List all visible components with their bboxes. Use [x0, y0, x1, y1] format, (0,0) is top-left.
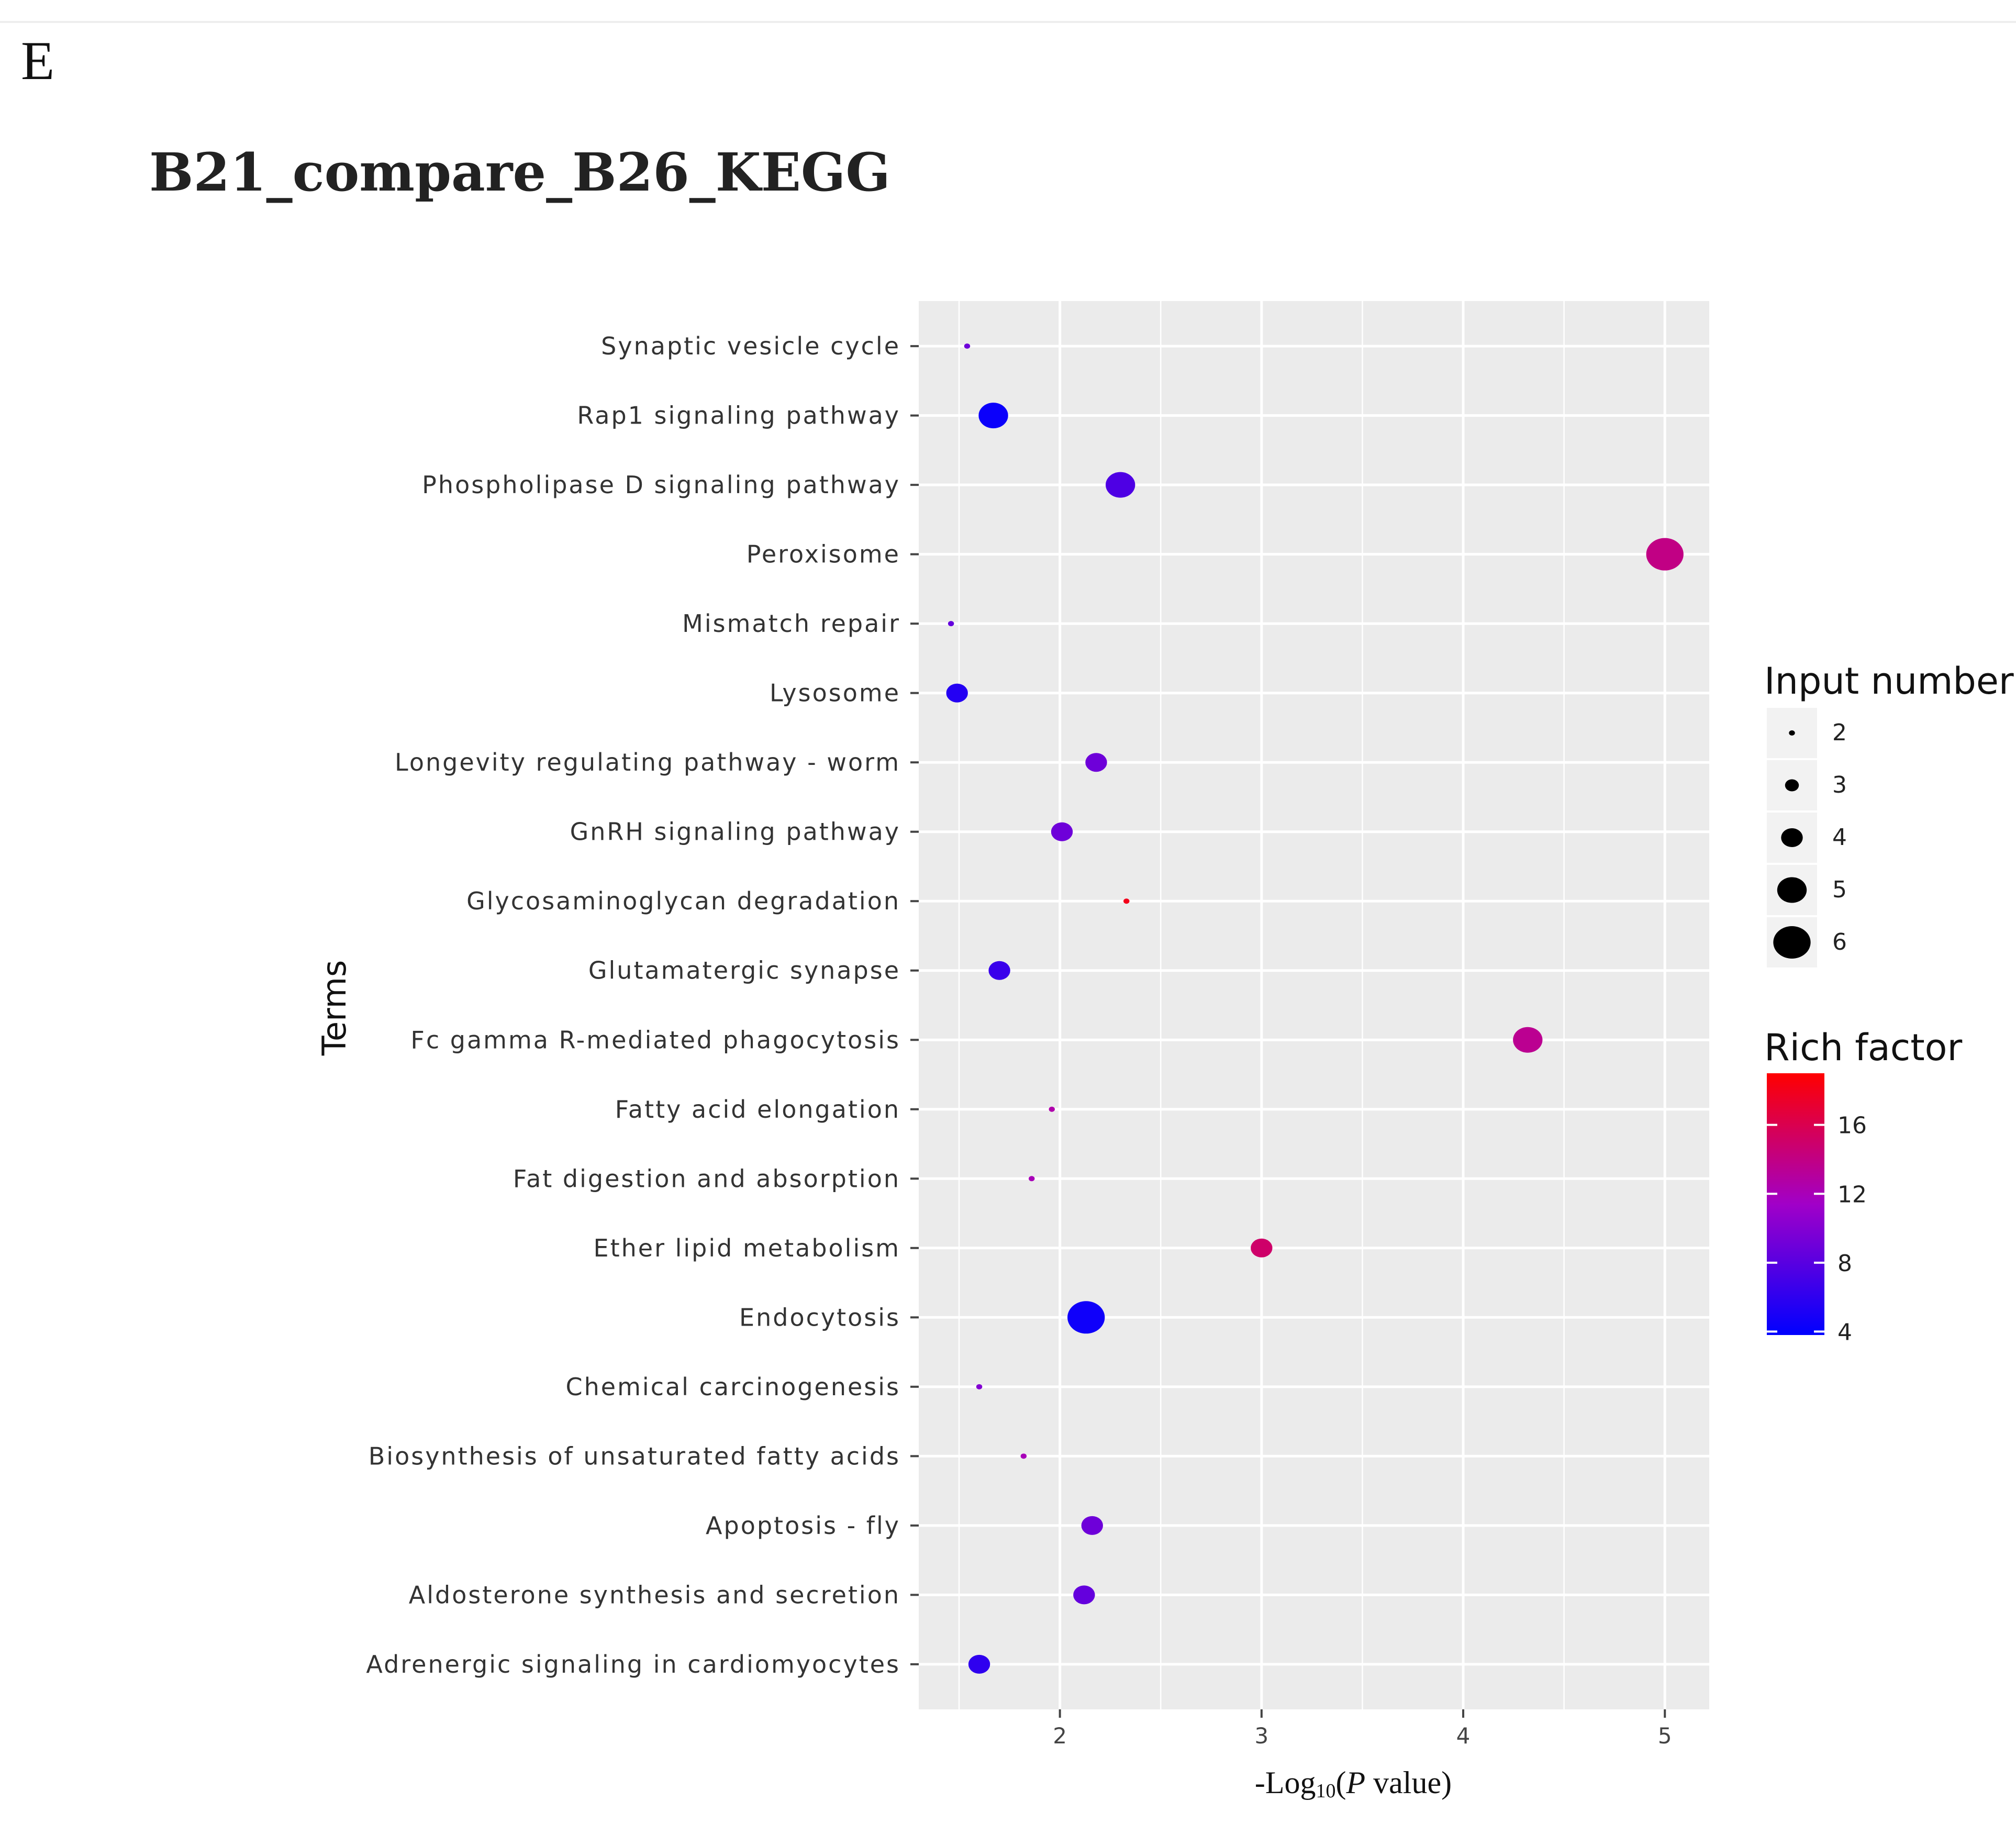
- y-tick-label: Phospholipase D signaling pathway: [422, 471, 900, 499]
- size-legend: Input number 2 3 4 5 6: [1764, 660, 2014, 967]
- data-point: [1251, 1238, 1273, 1258]
- plot-panel: [919, 301, 1709, 1709]
- y-tick-label: Fc gamma R-mediated phagocytosis: [410, 1026, 900, 1054]
- data-point: [1051, 822, 1073, 841]
- data-point: [964, 343, 971, 349]
- data-point: [1513, 1027, 1543, 1053]
- data-point: [978, 403, 1008, 429]
- y-tick-label: Biosynthesis of unsaturated fatty acids: [369, 1442, 900, 1470]
- y-tick-label: Synaptic vesicle cycle: [601, 332, 900, 360]
- grid-lines: [919, 301, 1709, 1709]
- x-axis-title: -Log10(P value): [1255, 1765, 1452, 1802]
- data-point: [1049, 1106, 1055, 1112]
- data-point: [1081, 1516, 1103, 1535]
- data-point: [1020, 1453, 1027, 1459]
- size-legend-label: 6: [1832, 929, 1847, 955]
- y-tick-label: GnRH signaling pathway: [570, 818, 900, 846]
- y-tick-label: Adrenergic signaling in cardiomyocytes: [366, 1650, 900, 1678]
- y-axis: Synaptic vesicle cycle Rap1 signaling pat…: [366, 332, 919, 1678]
- y-tick-label: Chemical carcinogenesis: [566, 1373, 900, 1401]
- y-axis-title: Terms: [315, 960, 353, 1056]
- y-tick-label: Longevity regulating pathway - worm: [395, 748, 900, 776]
- y-tick-label: Ether lipid metabolism: [594, 1234, 900, 1262]
- y-tick-label: Rap1 signaling pathway: [577, 402, 900, 430]
- panel-label: E: [21, 30, 55, 91]
- color-tick-label: 16: [1837, 1113, 1867, 1139]
- color-bar: [1767, 1073, 1824, 1335]
- data-point: [1646, 538, 1684, 571]
- color-tick-label: 4: [1837, 1319, 1852, 1345]
- y-tick-label: Peroxisome: [747, 540, 900, 569]
- size-legend-label: 5: [1832, 876, 1847, 903]
- data-point: [968, 1654, 990, 1674]
- size-legend-dot: [1781, 828, 1803, 847]
- y-tick-label: Apoptosis - fly: [706, 1511, 900, 1540]
- y-tick-label: Mismatch repair: [682, 609, 900, 638]
- x-axis: 2 3 4 5: [1053, 1709, 1672, 1749]
- color-tick-label: 8: [1837, 1250, 1852, 1277]
- size-legend-dot: [1785, 779, 1799, 792]
- size-legend-dot: [1789, 730, 1795, 736]
- y-tick-label: Fatty acid elongation: [615, 1095, 900, 1124]
- size-legend-label: 2: [1832, 719, 1847, 746]
- size-legend-title: Input number: [1764, 660, 2014, 703]
- data-point: [1067, 1301, 1105, 1334]
- color-tick-label: 12: [1837, 1181, 1867, 1208]
- y-tick-label: Aldosterone synthesis and secretion: [409, 1581, 900, 1609]
- y-tick-label: Fat digestion and absorption: [513, 1164, 900, 1193]
- data-point: [948, 621, 954, 627]
- x-tick-label: 2: [1053, 1723, 1067, 1749]
- x-tick-label: 4: [1456, 1723, 1471, 1749]
- y-tick-label: Endocytosis: [739, 1303, 900, 1331]
- y-tick-label: Glycosaminoglycan degradation: [466, 887, 900, 915]
- top-divider: [0, 0, 2016, 23]
- data-point: [976, 1384, 983, 1389]
- size-legend-label: 4: [1832, 824, 1847, 851]
- color-legend: Rich factor 4 8 12 16: [1764, 1026, 1962, 1345]
- y-tick-label: Glutamatergic synapse: [588, 957, 900, 985]
- data-point: [1085, 753, 1107, 772]
- data-point: [1028, 1176, 1035, 1182]
- data-point: [1073, 1585, 1095, 1605]
- data-point: [946, 683, 968, 703]
- x-tick-label: 5: [1658, 1723, 1672, 1749]
- size-legend-dot: [1773, 926, 1811, 959]
- chart-title: B21_compare_B26_KEGG: [149, 141, 890, 203]
- data-point: [1106, 472, 1135, 498]
- x-tick-label: 3: [1254, 1723, 1268, 1749]
- data-point: [1123, 898, 1130, 904]
- size-legend-dot: [1777, 877, 1807, 903]
- color-legend-title: Rich factor: [1764, 1026, 1962, 1069]
- data-point: [988, 961, 1010, 980]
- y-tick-label: Lysosome: [770, 679, 900, 707]
- data-points: [946, 343, 1684, 1674]
- size-legend-label: 3: [1832, 772, 1847, 798]
